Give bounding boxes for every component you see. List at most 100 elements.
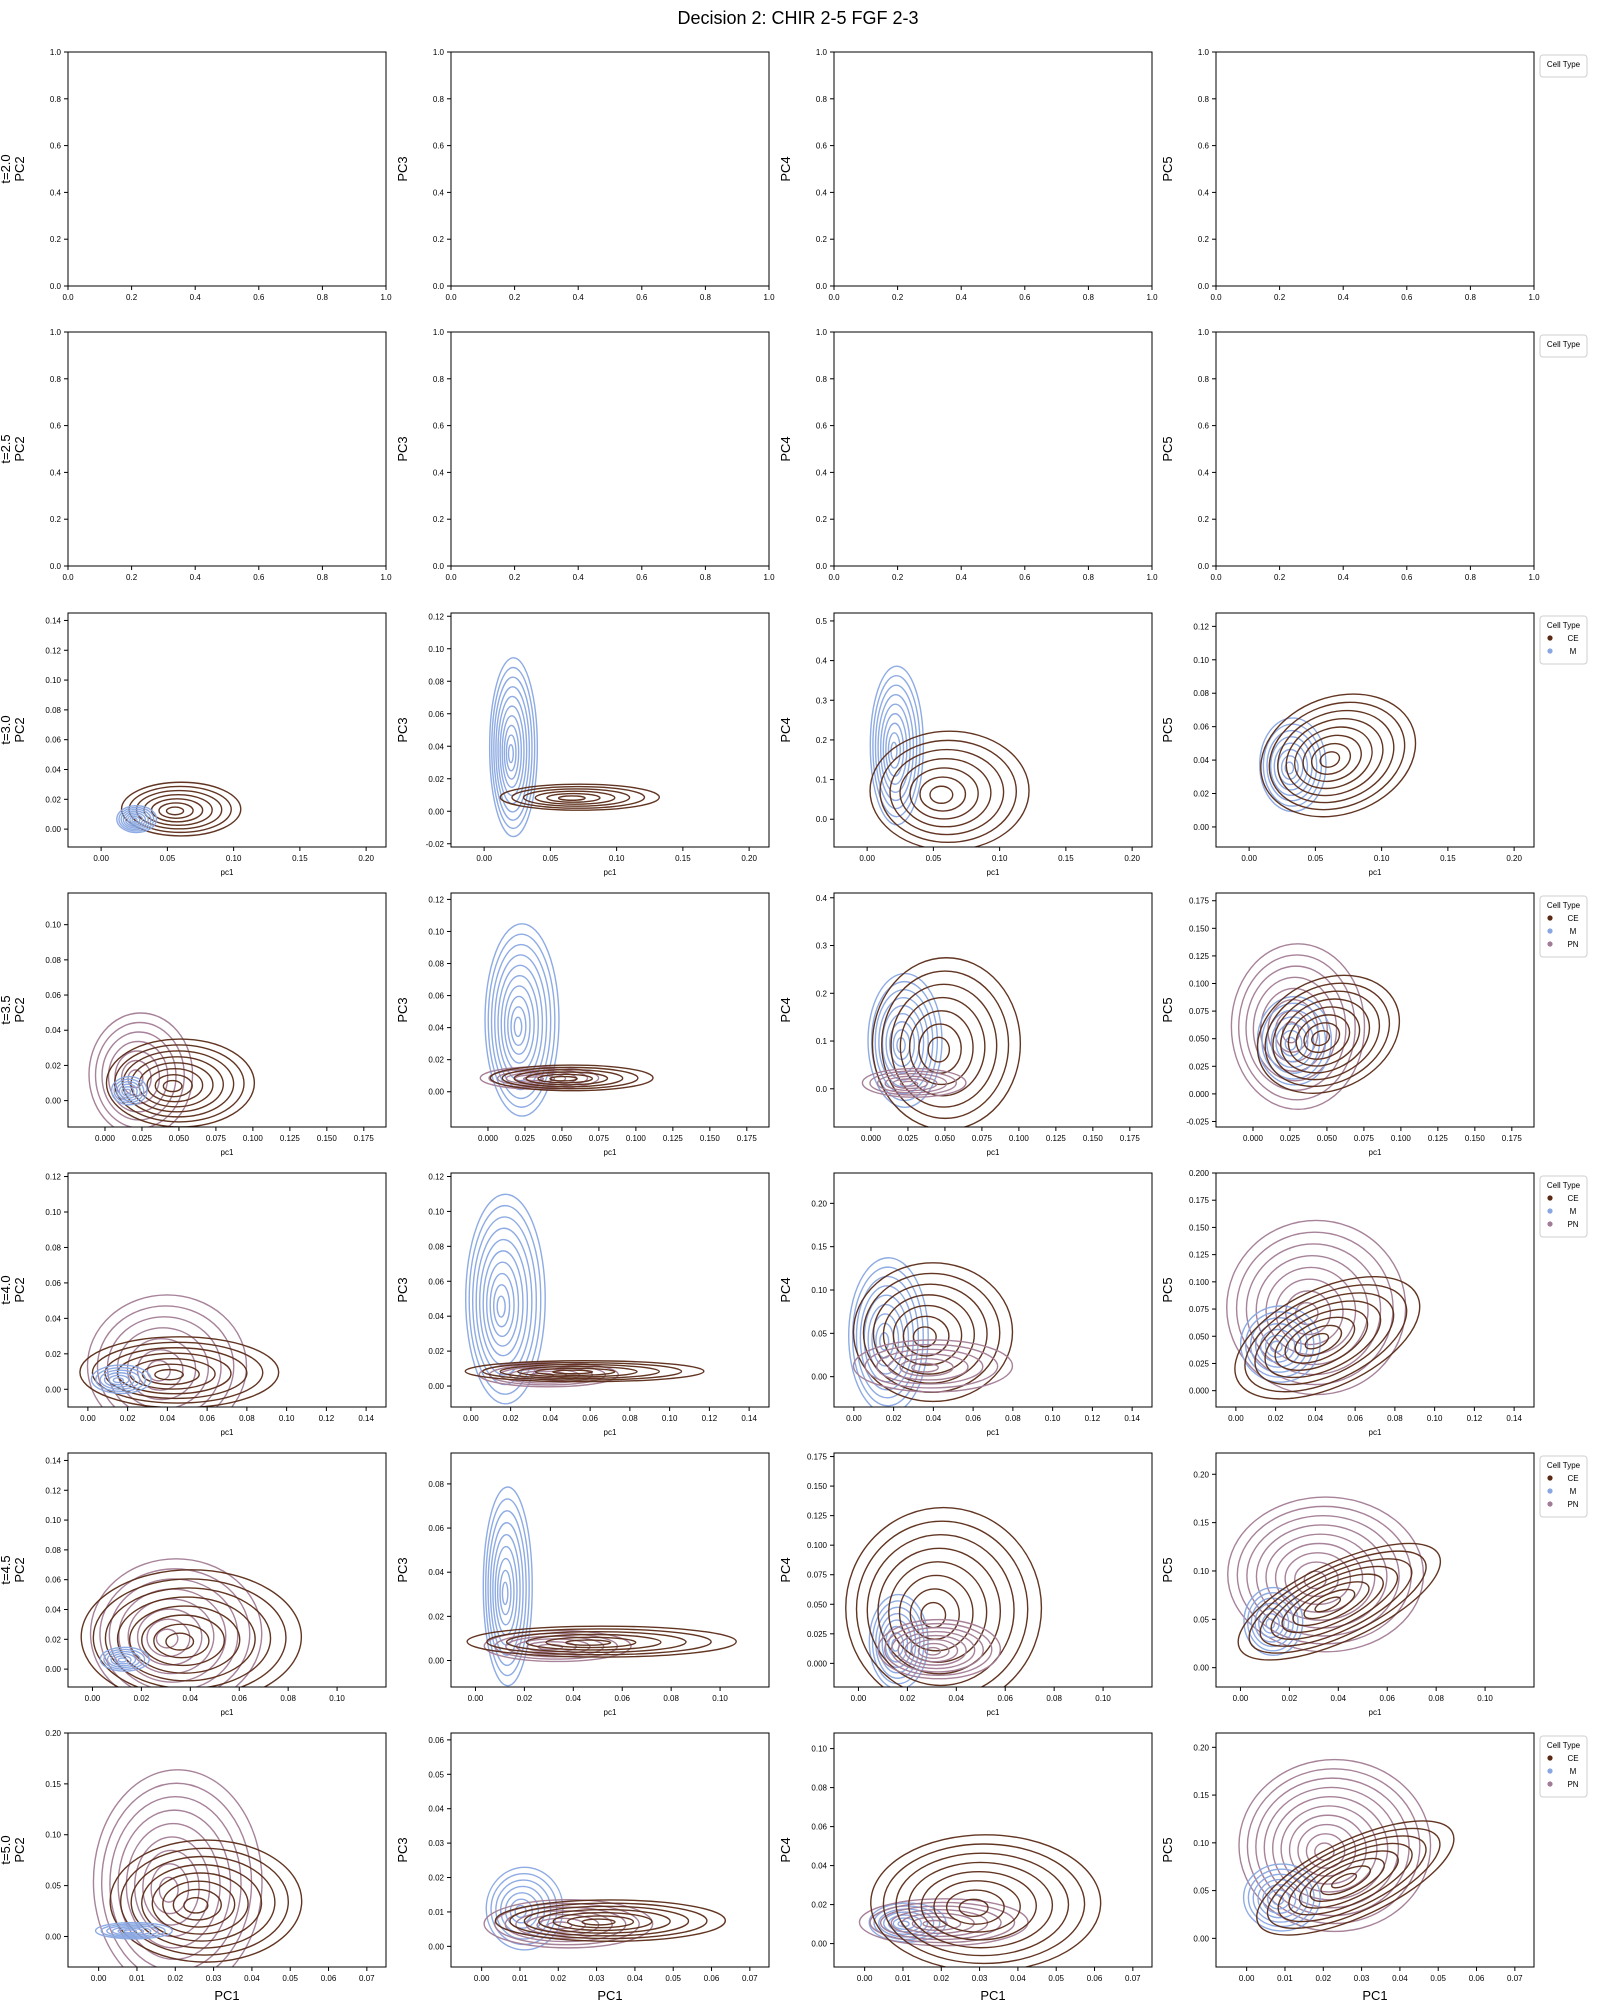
y-axis-label: PC3 bbox=[395, 156, 410, 181]
contour-M-level-5 bbox=[1252, 1873, 1309, 1923]
contour-CE-level-5 bbox=[889, 748, 1005, 836]
contour-M-level-1 bbox=[1284, 1036, 1297, 1051]
y-tick-label: 0.0 bbox=[816, 815, 828, 824]
x-tick-label: 0.00 bbox=[1239, 1974, 1255, 1983]
contour-CE-level-6 bbox=[866, 1534, 1015, 1687]
figure-title: Decision 2: CHIR 2-5 FGF 2-3 bbox=[677, 8, 918, 28]
legend-entry: PN bbox=[1567, 940, 1578, 949]
x-tick-label: 0.000 bbox=[95, 1134, 116, 1143]
contour-CE-level-7 bbox=[119, 1847, 290, 1956]
legend-entry: CE bbox=[1567, 1754, 1578, 1763]
y-axis-label: PC4 bbox=[778, 997, 793, 1022]
contour-CE-level-3 bbox=[162, 1880, 236, 1928]
y-axis-label: PC4 bbox=[778, 1837, 793, 1862]
y-tick-label: 0.2 bbox=[433, 515, 445, 524]
contour-M-level-1 bbox=[1284, 761, 1295, 775]
contour-PN-level-2 bbox=[899, 1357, 954, 1377]
contour-CE-level-2 bbox=[902, 1315, 950, 1357]
y-tick-label: 0.00 bbox=[428, 807, 444, 816]
contour-M-level-6 bbox=[878, 996, 929, 1088]
x-tick-label: 0.6 bbox=[253, 293, 265, 302]
x-tick-label: 0.02 bbox=[120, 1414, 136, 1423]
x-tick-label: 0.02 bbox=[134, 1694, 150, 1703]
contour-CE-level-7 bbox=[1244, 1284, 1408, 1393]
contour-CE-level-2 bbox=[566, 1915, 635, 1929]
y-tick-label: 0.000 bbox=[1189, 1090, 1210, 1099]
contour-CE-level-5 bbox=[482, 1361, 683, 1381]
y-tick-label: 0.4 bbox=[1198, 188, 1210, 197]
y-tick-label: 0.8 bbox=[1198, 95, 1210, 104]
contour-CE-level-6 bbox=[91, 1341, 264, 1404]
x-tick-label: 0.10 bbox=[1045, 1414, 1061, 1423]
axes-frame bbox=[67, 612, 387, 848]
subplot-r0c1: 0.0 0.2 0.4 0.6 0.8 1.0 0.0 0.2 0.4 0.6 0.8 1.0 PC3 bbox=[395, 48, 775, 302]
y-tick-label: 0.4 bbox=[50, 468, 62, 477]
y-tick-label: 0.2 bbox=[50, 235, 62, 244]
contour-CE-level-4 bbox=[499, 1363, 660, 1380]
contour-M-level-4 bbox=[1273, 742, 1309, 791]
contour-CE-level-8 bbox=[80, 1569, 303, 1687]
y-axis-label: PC5 bbox=[1160, 156, 1175, 181]
contour-CE-level-1 bbox=[557, 795, 586, 801]
x-tick-label: 0.10 bbox=[712, 1694, 728, 1703]
contour-CE-level-6 bbox=[466, 1625, 737, 1658]
density-contours bbox=[1238, 1758, 1455, 1936]
axes-frame bbox=[450, 892, 770, 1128]
x-tick-label: 0.0 bbox=[1210, 573, 1222, 582]
contour-PN-level-2 bbox=[892, 1078, 928, 1090]
contour-M-level-8 bbox=[490, 943, 552, 1100]
subplot-r0c3: 0.0 0.2 0.4 0.6 0.8 1.0 0.0 0.2 0.4 0.6 0.8 1.0 PC5 C… bbox=[1160, 48, 1588, 302]
axes-frame bbox=[1215, 892, 1535, 1128]
y-tick-label: 0.14 bbox=[45, 616, 61, 625]
x-axis-label: PC1 bbox=[214, 1988, 239, 2003]
x-tick-label: 0.10 bbox=[329, 1694, 345, 1703]
contour-CE-level-4 bbox=[522, 788, 631, 807]
contour-PN-level-1 bbox=[922, 1919, 948, 1928]
x-tick-label: 0.4 bbox=[1338, 293, 1350, 302]
contour-M-level-1 bbox=[501, 1581, 509, 1606]
contour-CE-level-8 bbox=[1256, 1820, 1455, 1936]
contour-CE-level-8 bbox=[109, 1839, 303, 1963]
x-tick-label: 0.05 bbox=[1430, 1974, 1446, 1983]
y-tick-label: 0.000 bbox=[1189, 1387, 1210, 1396]
x-tick-label: 0.00 bbox=[846, 1414, 862, 1423]
y-tick-label: 1.0 bbox=[816, 48, 828, 57]
contour-CE-level-5 bbox=[141, 1864, 263, 1942]
y-tick-label: 0.08 bbox=[45, 1243, 61, 1252]
contour-PN-level-8 bbox=[877, 1618, 1002, 1680]
x-tick-label: 1.0 bbox=[1528, 573, 1540, 582]
y-tick-label: 0.12 bbox=[428, 612, 444, 621]
x-tick-label: 0.050 bbox=[935, 1134, 956, 1143]
x-axis-label: PC1 bbox=[980, 1988, 1005, 2003]
contour-CE-level-4 bbox=[899, 758, 992, 828]
contour-M-level-8 bbox=[493, 676, 533, 821]
y-tick-label: 0.02 bbox=[428, 1612, 444, 1621]
contour-M-level-5 bbox=[103, 1648, 146, 1671]
y-tick-label: 0.150 bbox=[807, 1482, 828, 1491]
contour-PN-level-6 bbox=[852, 1339, 1014, 1393]
y-tick-label: 0.8 bbox=[816, 375, 828, 384]
x-tick-label: 0.00 bbox=[85, 1694, 101, 1703]
row-time-label: t=5.0 bbox=[0, 1835, 13, 1864]
contour-CE-level-5 bbox=[890, 983, 998, 1108]
y-tick-label: 0.6 bbox=[816, 142, 828, 151]
x-tick-label: 0.8 bbox=[700, 573, 712, 582]
y-tick-label: 0.10 bbox=[45, 921, 61, 930]
axes-frame bbox=[450, 612, 770, 848]
y-tick-label: 0.00 bbox=[811, 1940, 827, 1949]
contour-CE-level-3 bbox=[1295, 1014, 1351, 1060]
x-tick-label: 0.8 bbox=[1465, 293, 1477, 302]
contour-M-level-8 bbox=[868, 1593, 929, 1687]
subplot-r3c2: 0.000 0.025 0.050 0.075 0.100 0.125 0.150 0.175… bbox=[778, 892, 1153, 1157]
y-tick-label: 0.2 bbox=[50, 515, 62, 524]
contour-PN-level-7 bbox=[884, 1622, 993, 1677]
x-tick-label: 0.02 bbox=[1282, 1694, 1298, 1703]
y-tick-label: 0.04 bbox=[428, 742, 444, 751]
x-tick-label: 0.04 bbox=[926, 1414, 942, 1423]
x-tick-label: 0.12 bbox=[702, 1414, 718, 1423]
contour-PN-level-3 bbox=[884, 1075, 938, 1092]
subplot-r1c1: 0.0 0.2 0.4 0.6 0.8 1.0 0.0 0.2 0.4 0.6 0.8 1.0 PC3 bbox=[395, 328, 775, 582]
y-tick-label: 0.15 bbox=[1193, 1519, 1209, 1528]
y-tick-label: 0.05 bbox=[45, 1882, 61, 1891]
contour-CE-level-7 bbox=[855, 1520, 1029, 1687]
